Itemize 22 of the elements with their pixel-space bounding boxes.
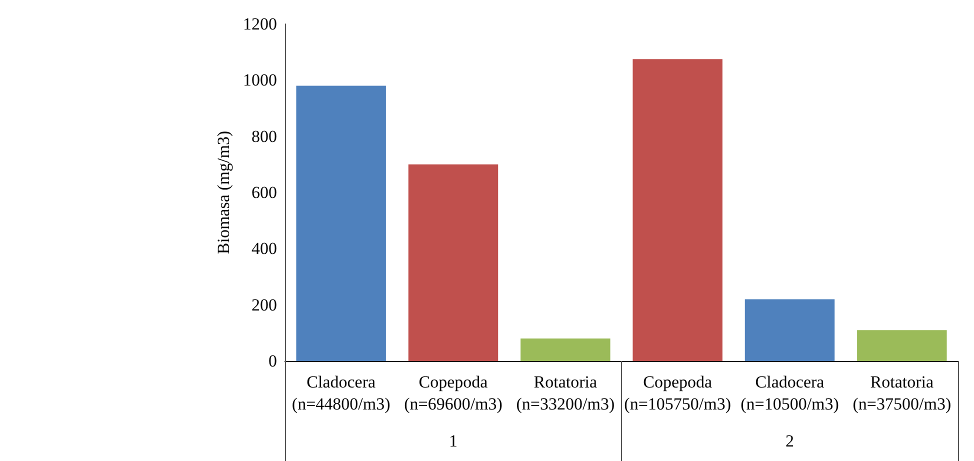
- y-tick-label: 800: [252, 126, 277, 146]
- x-tick-label: Copepoda (n=69600/m3): [404, 372, 502, 414]
- bar: [744, 299, 835, 361]
- y-tick-label: 400: [252, 239, 277, 258]
- x-tick-label: Cladocera (n=44800/m3): [292, 372, 390, 414]
- text: 1: [449, 432, 458, 450]
- y-tick-label: 200: [252, 295, 277, 314]
- text: 2: [786, 432, 794, 450]
- bar: [296, 86, 386, 361]
- x-tick-label: Rotatoria (n=33200/m3): [516, 372, 615, 414]
- x-tick-label: Cladocera (n=10500/m3): [740, 372, 839, 414]
- bar: [408, 164, 498, 361]
- y-tick-label: 0: [268, 352, 277, 370]
- x-tick-label: Copepoda (n=105750/m3): [624, 372, 732, 414]
- bar: [520, 338, 610, 361]
- y-axis-title: Biomasa (mg/m3): [214, 130, 234, 254]
- y-tick-label: 1200: [243, 14, 277, 34]
- y-tick-label: 600: [252, 183, 277, 202]
- bar: [632, 59, 722, 361]
- y-tick-label: 1000: [243, 70, 277, 90]
- x-tick-label: Rotatoria (n=37500/m3): [852, 372, 952, 414]
- bar: [857, 330, 947, 361]
